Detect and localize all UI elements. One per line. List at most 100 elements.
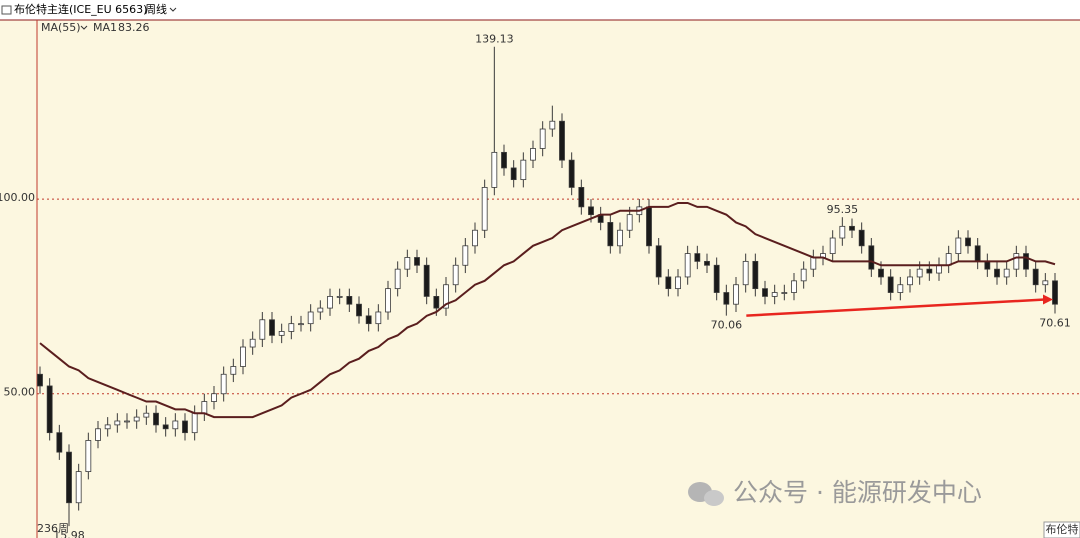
- candle-body: [568, 159, 575, 188]
- candle-body: [994, 268, 1000, 278]
- tab[interactable]: [1043, 521, 1080, 538]
- candle-body: [124, 420, 130, 423]
- plot: 50.00 100.00 139.13 95.35 15.98 70.06 70.61: [0, 33, 1080, 538]
- candle-body: [752, 260, 759, 290]
- candle-body: [1023, 253, 1029, 270]
- candle-body: [462, 245, 469, 266]
- low-label: 70.06: [711, 319, 743, 332]
- candle-body: [278, 331, 285, 336]
- candle-body: [1052, 280, 1058, 305]
- candle-body: [346, 296, 353, 305]
- low-label: 70.61: [1039, 317, 1071, 330]
- candle-body: [829, 237, 836, 254]
- candle-body: [133, 416, 140, 422]
- candle-body: [298, 323, 304, 326]
- candle-body: [936, 264, 942, 274]
- candle-body: [66, 451, 72, 504]
- candle-body: [394, 268, 401, 290]
- candle-body: [423, 264, 430, 297]
- trend-arrowhead: [1043, 294, 1053, 305]
- candle-body: [288, 323, 295, 332]
- candle-body: [916, 268, 923, 278]
- candle-body: [85, 440, 92, 473]
- candle-body: [510, 167, 517, 181]
- indicator-label[interactable]: MA(55): [41, 21, 81, 34]
- candle-body: [849, 225, 855, 231]
- ma-name: MA1: [93, 21, 117, 34]
- candle-body: [1013, 253, 1020, 270]
- period-selector[interactable]: 周线: [145, 2, 167, 16]
- y-tick-label: 50.00: [4, 386, 36, 399]
- dropdown-icon: [169, 7, 177, 12]
- candle-body: [520, 159, 527, 181]
- watermark-icon: [688, 482, 724, 506]
- candle-body: [143, 412, 150, 418]
- candle-body: [249, 338, 256, 348]
- candle-body: [114, 420, 121, 426]
- candle-body: [926, 268, 933, 274]
- candle-body: [955, 237, 962, 254]
- header-bar: [0, 0, 1080, 20]
- candle-body: [75, 471, 82, 504]
- bar-count: 236周: [37, 522, 69, 535]
- candle-body: [317, 307, 324, 313]
- candle-body: [481, 187, 488, 231]
- candle-body: [104, 424, 111, 430]
- candle-body: [269, 319, 275, 336]
- candle-body: [501, 151, 507, 169]
- candle-body: [655, 245, 662, 278]
- candle-body: [230, 366, 237, 375]
- candle-body: [733, 284, 739, 305]
- ma-value: 83.26: [118, 21, 150, 34]
- candle-body: [153, 412, 159, 426]
- candle-body: [491, 151, 498, 188]
- candle-body: [588, 206, 594, 216]
- candle-body: [46, 385, 53, 434]
- candle-body: [607, 222, 614, 247]
- candle-body: [162, 424, 169, 430]
- candle-body: [307, 311, 314, 325]
- header-icon: [1, 5, 12, 15]
- candle-body: [878, 268, 884, 278]
- candle-body: [530, 148, 536, 161]
- candle-body: [327, 296, 333, 309]
- candle-body: [182, 420, 188, 434]
- watermark: 公众号 · 能源研发中心: [733, 478, 982, 507]
- candle-body: [443, 284, 449, 309]
- candle-body: [617, 229, 623, 247]
- candle-body: [578, 187, 585, 208]
- candle-body: [1003, 268, 1010, 278]
- candle-body: [897, 284, 904, 293]
- candle-body: [646, 206, 652, 247]
- candle-body: [414, 257, 420, 266]
- candle-body: [704, 260, 710, 266]
- candle-body: [810, 257, 817, 270]
- candle-body: [404, 257, 411, 270]
- candle-body: [336, 296, 343, 298]
- candle-body: [965, 237, 971, 247]
- candle-body: [713, 264, 720, 293]
- candle-body: [211, 393, 217, 402]
- candle-body: [37, 373, 43, 387]
- candle-body: [433, 296, 440, 309]
- candle-body: [172, 420, 179, 430]
- candle-body: [665, 276, 672, 290]
- ma-line: [39, 201, 1056, 419]
- candle-body: [839, 225, 846, 239]
- candle-body: [56, 432, 63, 453]
- candle-body: [984, 260, 991, 270]
- candle-body: [675, 276, 681, 290]
- dropdown-icon: [80, 25, 88, 30]
- tab-label[interactable]: 布伦特: [1046, 522, 1079, 536]
- candle-body: [762, 288, 768, 297]
- candle-body: [626, 214, 633, 231]
- candle-body: [800, 268, 807, 282]
- trend-line: [746, 298, 1046, 317]
- candle-body: [220, 373, 227, 395]
- candle-body: [95, 428, 101, 441]
- candle-body: [684, 253, 691, 278]
- candle-body: [559, 120, 565, 161]
- candle-body: [907, 276, 913, 286]
- candle-body: [191, 412, 198, 434]
